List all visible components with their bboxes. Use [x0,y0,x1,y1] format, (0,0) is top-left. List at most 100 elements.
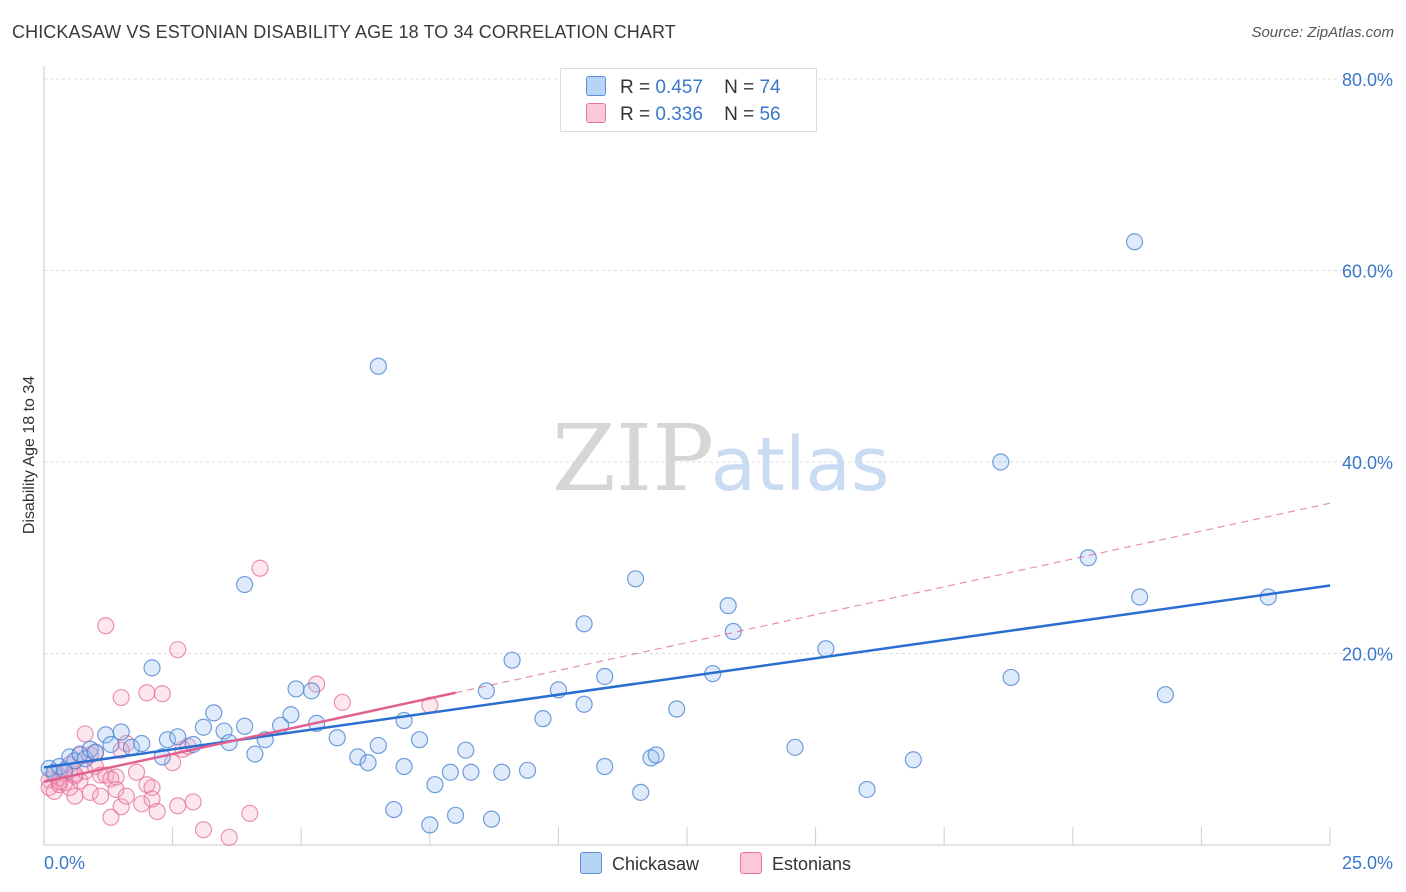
chickasaw-point [626,570,645,588]
chickasaw-point [287,680,305,698]
chickasaw-point [112,723,130,741]
chickasaw-point [446,806,465,824]
chickasaw-point [858,780,876,799]
y-tick-label: 80.0% [1342,70,1393,90]
chickasaw-point [596,667,614,686]
chickasaw-point [102,735,120,754]
tick-labels: 20.0% 40.0% 60.0% 80.0% 0.0% 25.0% [44,70,1393,873]
estonians-point [107,768,125,786]
chickasaw-point [493,763,511,781]
chickasaw-point [462,763,480,781]
chickasaw-point [786,738,804,756]
estonians-swatch [586,103,606,123]
estonians-point [66,787,84,805]
estonians-point [148,802,166,821]
chickasaw-point [143,659,161,677]
estonians-point [117,787,135,805]
chickasaw-point [647,746,665,764]
chickasaw-point [518,761,537,779]
estonians-trend-line [43,691,456,784]
estonians-n-value: 56 [759,104,781,125]
chickasaw-point [1002,668,1020,687]
chickasaw-point [426,776,444,794]
watermark: ZIP atlas [552,405,890,512]
correlation-legend: R = 0.457 N = 74 R = 0.336 N = 56 [560,68,817,132]
chickasaw-point [282,706,300,724]
estonians-point [127,763,146,781]
estonians-legend-swatch [740,852,762,874]
chickasaw-point [385,800,403,819]
chickasaw-point [246,745,264,763]
legend-n-label: N = [724,77,755,98]
estonians-point [220,828,238,846]
chickasaw-point [236,575,254,594]
legend-row-estonians: R = 0.336 N = 56 [586,103,781,126]
chickasaw-point [205,704,223,722]
estonians-legend-label: Estonians [772,854,852,874]
estonians-point [97,617,115,635]
legend-r-label: R = [620,77,651,98]
chart-title: CHICKASAW VS ESTONIAN DISABILITY AGE 18 … [12,22,676,42]
chickasaw-legend-label: Chickasaw [612,854,700,874]
watermark-zip: ZIP [552,405,714,512]
estonians-point [81,783,99,801]
chickasaw-point [992,453,1010,471]
chickasaw-point [441,763,459,781]
estonians-r-value: 0.336 [655,104,703,125]
chickasaw-point [81,740,99,758]
estonians-point [91,787,110,805]
chickasaw-point [575,695,593,713]
chickasaw-point [575,615,593,633]
chickasaw-point [86,743,105,761]
chickasaw-point [302,682,321,700]
bottom-legend-estonians: Estonians [740,852,851,875]
chickasaw-point [1259,588,1277,606]
chickasaw-swatch [586,76,606,96]
bottom-legend-chickasaw: Chickasaw [580,852,699,875]
estonians-point [194,821,213,839]
watermark-atlas: atlas [711,422,890,508]
chickasaw-point [596,757,614,776]
chickasaw-r-value: 0.457 [655,77,703,98]
chickasaw-point [534,710,552,728]
estonians-point [107,780,125,799]
chickasaw-point [328,729,346,747]
chickasaw-point [1131,588,1149,606]
x-tick-label-max: 25.0% [1342,853,1393,873]
estonians-point [184,793,202,811]
estonians-point [333,693,351,711]
chickasaw-point [349,748,367,766]
estonians-point [112,741,130,759]
chickasaw-point [395,757,413,776]
estonians-point [112,798,130,816]
chickasaw-point [410,731,429,749]
legend-row-chickasaw: R = 0.457 N = 74 [586,76,781,99]
chickasaw-point [236,717,254,735]
chickasaw-point [817,640,835,658]
chickasaw-point [503,651,521,669]
chickasaw-point [904,751,922,769]
chickasaw-point [1156,686,1174,704]
chickasaw-point [1079,549,1097,567]
chickasaw-point [169,728,187,746]
chickasaw-point [421,816,439,834]
chickasaw-point [133,734,151,753]
chickasaw-point [369,357,387,375]
estonians-point [112,688,130,707]
source-attribution: Source: ZipAtlas.com [1251,24,1394,41]
chickasaw-n-value: 74 [759,77,781,98]
legend-n-label: N = [724,104,755,125]
axes [43,66,1330,846]
chickasaw-point [668,700,686,718]
estonians-point [76,725,94,743]
chickasaw-point [158,731,177,749]
x-tick-label-min: 0.0% [44,853,85,873]
chickasaw-point [724,622,742,641]
chickasaw-legend-swatch [580,852,602,874]
estonians-point [153,685,171,703]
chickasaw-point [632,783,650,801]
chickasaw-point [369,736,387,755]
chickasaw-trend-line [43,584,1331,769]
trend-lines [43,502,1331,784]
